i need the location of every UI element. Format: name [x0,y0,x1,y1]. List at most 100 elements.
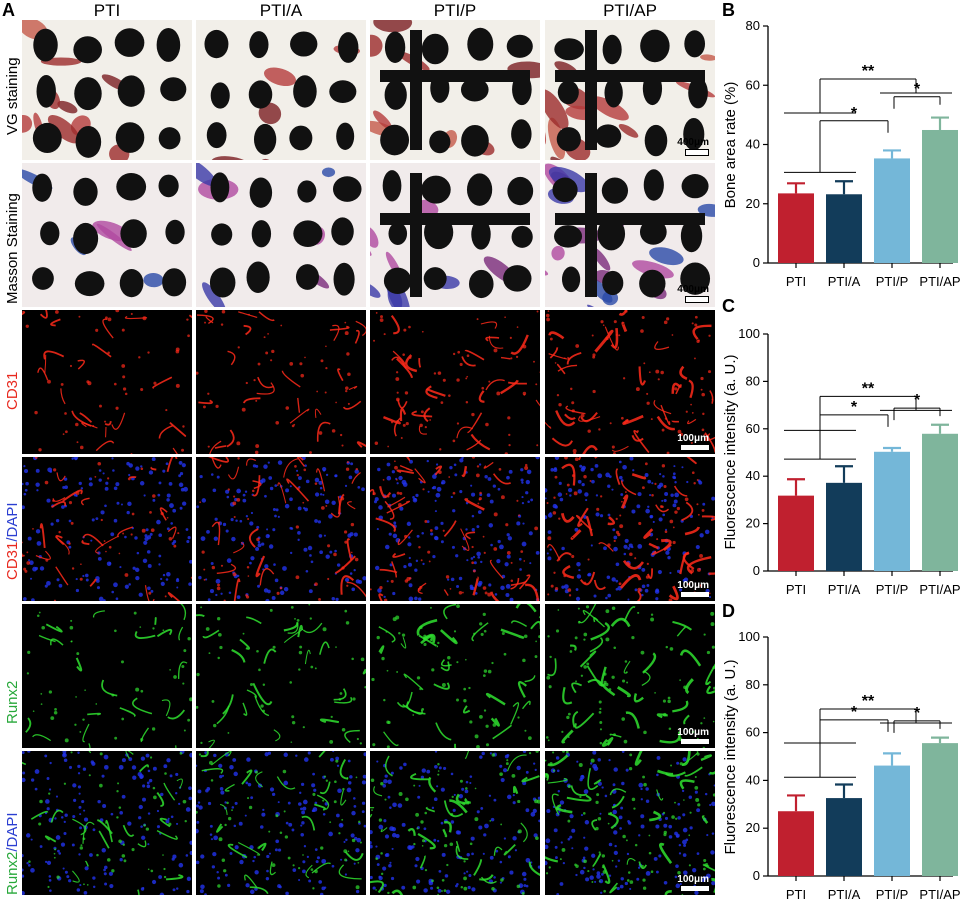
bar-pti-a [826,482,862,571]
scale-bar-line [681,886,709,891]
micrograph-cd31-pti-a [196,310,366,454]
x-tick-label: PTI/P [876,887,909,899]
scale-bar-label: 100μm [677,874,709,885]
micrograph-cd31dapi-pti-a [196,457,366,601]
micrograph-runx2-pti-ap: 100μm [545,604,715,748]
row-label-vg: VG staining [4,57,21,135]
x-tick-label: PTI/P [876,274,909,289]
x-tick-label: PTI/AP [919,887,960,899]
bar-pti [778,193,814,263]
row-label-cd31: CD31 [4,371,21,410]
micrograph-masson-pti-a [196,163,366,307]
x-tick-label: PTI/P [876,582,909,597]
significance-label: * [914,81,921,98]
micrograph-masson-pti [22,163,192,307]
significance-bracket: * [893,81,941,109]
bar-pti-ap [922,129,958,263]
scale-bar-line [681,445,709,450]
scale-bar-line [685,296,709,303]
significance-bracket: * [893,705,941,733]
y-tick-label: 100 [738,629,760,644]
y-tick-label: 0 [753,255,760,270]
bar-pti-p [874,765,910,876]
row-label-masson: Masson Staining [4,193,21,304]
micrograph-runx2dapi-pti-p [370,751,540,895]
bar-pti-a [826,194,862,263]
significance-label: * [914,705,921,722]
scale-bar-line [685,149,709,156]
micrograph-runx2-pti [22,604,192,748]
x-tick-label: PTI/A [828,887,861,899]
x-tick-label: PTI/A [828,274,861,289]
y-tick-label: 60 [746,77,760,92]
x-tick-label: PTI/AP [919,274,960,289]
scale-bar: 100μm [677,580,709,597]
scale-bar-label: 400μm [677,284,709,295]
significance-label: ** [862,693,875,710]
significance-bracket: ** [784,380,952,431]
y-axis-label: Fluorescence intensity (a. U.) [722,354,739,549]
y-tick-label: 80 [746,373,760,388]
micrograph-cd31-pti [22,310,192,454]
significance-label: * [914,392,921,409]
y-tick-label: 20 [746,516,760,531]
column-title-pti-ap: PTI/AP [603,1,657,20]
significance-bracket: * [784,105,889,173]
micrograph-vg-pti [22,20,192,160]
y-tick-label: 80 [746,18,760,33]
column-title-pti: PTI [93,1,121,20]
y-tick-label: 0 [753,868,760,883]
x-tick-label: PTI [786,582,806,597]
micrograph-vg-pti-p [370,20,540,160]
micrograph-runx2-pti-a [196,604,366,748]
bar-pti-ap [922,743,958,876]
chart-panel-d: D 0 20 40 60 80 100 Fluorescence intensity (a. … [718,597,969,902]
micrograph-runx2dapi-pti-a [196,751,366,895]
row-label-runx2-dapi: Runx2/DAPI [4,812,21,895]
scale-bar-label: 100μm [677,727,709,738]
y-axis-label: Fluorescence intensity (a. U.) [722,659,739,854]
micrograph-runx2-pti-p [370,604,540,748]
y-tick-label: 20 [746,196,760,211]
bar-pti-p [874,451,910,571]
x-tick-label: PTI [786,274,806,289]
bar-pti [778,811,814,876]
y-tick-label: 40 [746,468,760,483]
micrograph-masson-pti-ap: 400μm [545,163,715,307]
micrograph-cd31dapi-pti-p [370,457,540,601]
y-tick-label: 80 [746,677,760,692]
scale-bar: 400μm [677,137,709,156]
row-label-runx2: Runx2 [4,680,21,724]
micrograph-cd31dapi-pti-ap: 100μm [545,457,715,601]
micrograph-vg-pti-a [196,20,366,160]
y-tick-label: 60 [746,421,760,436]
panel-letter: B [722,0,735,20]
significance-bracket: * [784,704,889,778]
x-tick-label: PTI [786,887,806,899]
significance-bracket: ** [784,63,952,114]
scale-bar-label: 100μm [677,433,709,444]
bar-pti-a [826,798,862,876]
y-tick-label: 40 [746,772,760,787]
y-tick-label: 60 [746,725,760,740]
y-tick-label: 100 [738,326,760,341]
significance-label: * [851,105,858,122]
bar-pti [778,495,814,571]
chart-panel-c: C 0 20 40 60 80 100 Fluorescence intensity (a. … [718,290,969,605]
micrograph-masson-pti-p [370,163,540,307]
micrograph-runx2dapi-pti-ap: 100μm [545,751,715,895]
panel-a-letter: A [2,0,15,20]
scale-bar-label: 100μm [677,580,709,591]
row-label-cd31-dapi: CD31/DAPI [4,502,21,580]
x-tick-label: PTI/A [828,582,861,597]
scale-bar-label: 400μm [677,137,709,148]
x-tick-label: PTI/AP [919,582,960,597]
y-tick-label: 0 [753,563,760,578]
micrograph-cd31-pti-ap: 100μm [545,310,715,454]
y-tick-label: 40 [746,137,760,152]
panel-letter: D [722,601,735,621]
significance-bracket: * [893,392,941,421]
micrograph-vg-pti-ap: 400μm [545,20,715,160]
micrograph-cd31-pti-p [370,310,540,454]
significance-label: ** [862,63,875,80]
